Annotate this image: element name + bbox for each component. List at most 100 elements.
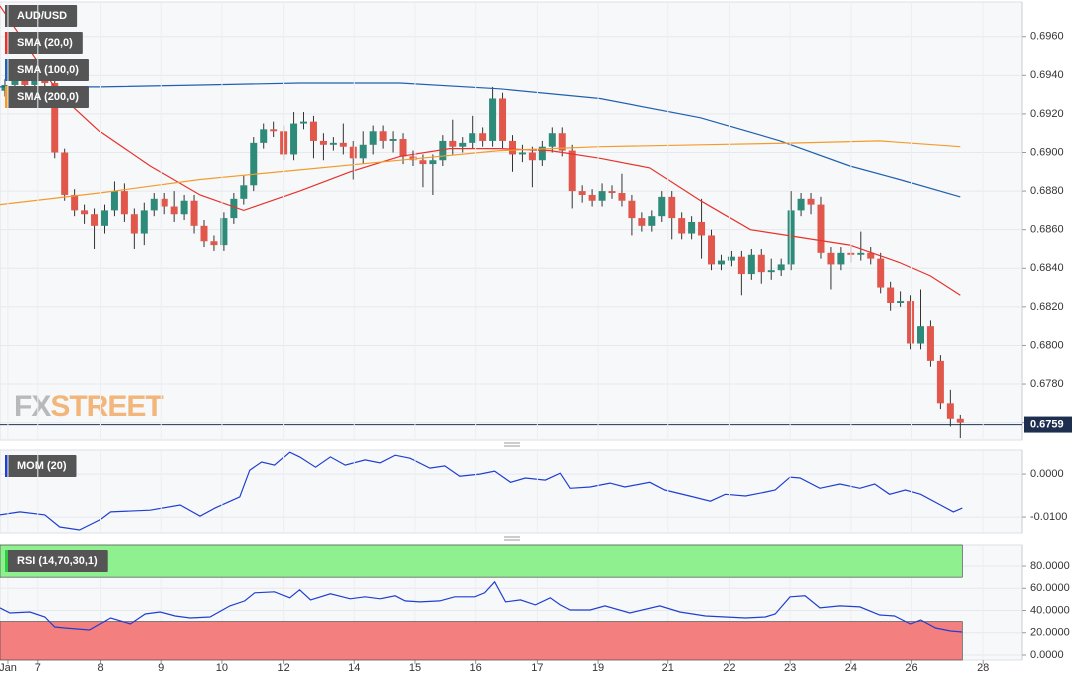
candle-body bbox=[91, 214, 99, 226]
candle-body bbox=[608, 191, 616, 194]
panel-background bbox=[0, 449, 1023, 534]
x-tick-label: 8 bbox=[97, 662, 103, 674]
oversold-band bbox=[0, 621, 963, 661]
candle-body bbox=[827, 252, 835, 265]
candle-body bbox=[548, 133, 556, 147]
candle-body bbox=[71, 194, 79, 211]
candle-body bbox=[489, 98, 497, 141]
y-tick-label: 20.0000 bbox=[1030, 627, 1070, 639]
candle-body bbox=[469, 133, 477, 143]
candle-body bbox=[598, 191, 606, 201]
candle-body bbox=[926, 326, 934, 361]
candle-body bbox=[658, 196, 666, 217]
x-tick-label: 24 bbox=[845, 662, 857, 674]
candle-body bbox=[678, 218, 686, 234]
series-line bbox=[0, 140, 961, 206]
candle-body bbox=[837, 252, 845, 265]
legend-box bbox=[5, 550, 108, 572]
y-tick-label: 80.0000 bbox=[1030, 560, 1070, 572]
candle-body bbox=[946, 403, 954, 419]
candle-body bbox=[200, 225, 208, 242]
candle-body bbox=[41, 79, 49, 84]
candle-body bbox=[230, 198, 238, 219]
x-tick-label: 7 bbox=[35, 662, 41, 674]
legend-item: RSI (14,70,30,1) bbox=[5, 550, 108, 572]
candle-body bbox=[777, 264, 785, 271]
y-tick-label: -0.0100 bbox=[1030, 511, 1067, 523]
candle-body bbox=[867, 252, 875, 259]
candle-body bbox=[290, 123, 298, 155]
candle-body bbox=[459, 142, 467, 147]
legend-item: MOM (20) bbox=[5, 455, 77, 477]
candle-body bbox=[668, 196, 676, 219]
candle-body bbox=[190, 200, 198, 226]
candle-body bbox=[907, 301, 915, 344]
series-line bbox=[0, 82, 961, 198]
candle-body bbox=[807, 198, 815, 205]
series-line bbox=[0, 580, 963, 633]
candle-body bbox=[618, 193, 626, 201]
overbought-band bbox=[0, 544, 963, 578]
candle-body bbox=[389, 138, 397, 141]
candle-body bbox=[110, 191, 118, 211]
legend-box bbox=[5, 455, 77, 477]
watermark-part: FX bbox=[14, 390, 51, 423]
legend-item: SMA (20,0) bbox=[5, 32, 83, 54]
candle-body bbox=[150, 198, 158, 211]
legend-label: SMA (20,0) bbox=[17, 37, 73, 49]
candle-body bbox=[737, 256, 745, 275]
candle-body bbox=[130, 214, 138, 234]
legend-swatch bbox=[5, 550, 8, 572]
x-tick-label: 16 bbox=[470, 662, 482, 674]
candle-body bbox=[877, 258, 885, 288]
y-tick-label: 40.0000 bbox=[1030, 604, 1070, 616]
candle-body bbox=[857, 252, 865, 255]
x-tick-label: 22 bbox=[723, 662, 735, 674]
x-tick-label: 28 bbox=[977, 662, 989, 674]
candle-body bbox=[439, 140, 447, 161]
y-tick-label: 0.6860 bbox=[1030, 224, 1064, 236]
candle-body bbox=[210, 241, 218, 246]
legend-label: SMA (200,0) bbox=[17, 91, 79, 103]
candle-body bbox=[797, 198, 805, 211]
candle-body bbox=[170, 206, 178, 215]
y-tick-label: 0.6920 bbox=[1030, 108, 1064, 120]
candle-body bbox=[479, 133, 487, 141]
series-line bbox=[0, 451, 963, 531]
legend-box bbox=[5, 59, 89, 81]
candle-body bbox=[817, 204, 825, 253]
candle-body bbox=[499, 98, 507, 141]
candle-body bbox=[300, 121, 308, 124]
x-tick-label: 9 bbox=[158, 662, 164, 674]
candle-body bbox=[638, 218, 646, 226]
candle-body bbox=[180, 200, 188, 215]
candle-body bbox=[379, 131, 387, 141]
x-tick-label: Jan bbox=[0, 662, 17, 674]
candle-body bbox=[688, 221, 696, 234]
candle-body bbox=[309, 121, 317, 141]
legend-swatch bbox=[5, 455, 8, 477]
candle-body bbox=[339, 142, 347, 147]
watermark-part: STREET bbox=[50, 390, 163, 423]
candle-body bbox=[747, 254, 755, 275]
candle-body bbox=[538, 146, 546, 161]
candle-body bbox=[956, 418, 964, 423]
legend-swatch bbox=[5, 32, 8, 54]
candle-body bbox=[359, 144, 367, 159]
y-tick-label: 0.6880 bbox=[1030, 185, 1064, 197]
legend-box bbox=[5, 32, 83, 54]
legend-item: AUD/USD bbox=[5, 5, 78, 27]
legend-item: SMA (200,0) bbox=[5, 86, 89, 108]
last-price-box bbox=[1024, 416, 1072, 433]
candle-body bbox=[897, 301, 905, 304]
candle-body bbox=[1, 84, 9, 91]
candle-body bbox=[578, 191, 586, 195]
candle-body bbox=[399, 138, 407, 157]
y-tick-label: 0.0000 bbox=[1030, 649, 1064, 661]
legend-label: AUD/USD bbox=[17, 10, 67, 22]
candle-body bbox=[220, 218, 228, 246]
candle-body bbox=[419, 160, 427, 165]
x-tick-label: 26 bbox=[905, 662, 917, 674]
